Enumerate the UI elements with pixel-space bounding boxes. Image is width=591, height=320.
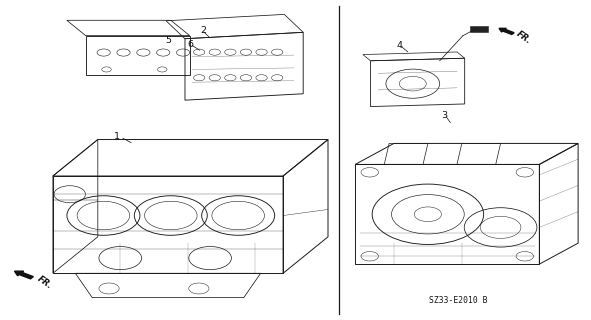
Bar <box>470 26 488 32</box>
Text: 3: 3 <box>441 111 447 120</box>
Text: 1: 1 <box>114 132 120 141</box>
Text: FR.: FR. <box>36 275 54 291</box>
Text: SZ33-E2010 B: SZ33-E2010 B <box>429 296 487 305</box>
Text: 4: 4 <box>397 41 402 50</box>
Text: 5: 5 <box>165 36 171 45</box>
Text: 6: 6 <box>187 40 193 49</box>
Text: FR.: FR. <box>514 29 532 46</box>
FancyArrow shape <box>15 271 33 279</box>
FancyArrow shape <box>499 28 514 35</box>
Text: 2: 2 <box>200 26 206 35</box>
